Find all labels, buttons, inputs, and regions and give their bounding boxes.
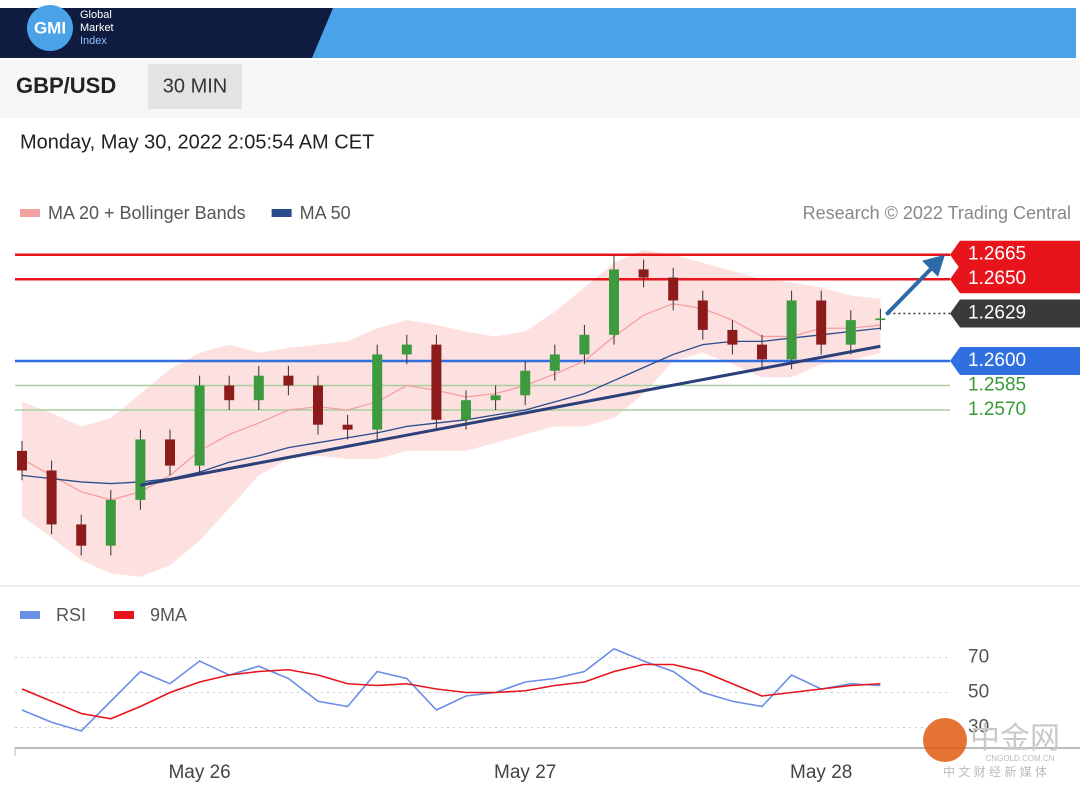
candle-body: [372, 354, 383, 430]
candle-body: [253, 375, 264, 401]
watermark: 中金网: [970, 722, 1060, 755]
watermark-domain: CNGOLD.COM.CN: [986, 754, 1055, 763]
bollinger-band: [22, 249, 881, 577]
y-tick-label: 30: [968, 717, 989, 738]
level-tag: [950, 240, 1080, 269]
ma-line: [21, 303, 881, 501]
candle-body: [490, 395, 501, 401]
candle-body: [520, 370, 531, 396]
x-tick-label: May 27: [494, 762, 556, 783]
candle-body: [283, 375, 294, 386]
candle-body: [875, 318, 886, 321]
candle-body: [165, 439, 175, 466]
symbol: GBP/USD: [16, 73, 116, 98]
candle-body: [816, 300, 827, 345]
legend-swatch: [20, 611, 40, 619]
level-label: 1.2570: [968, 399, 1026, 420]
candle-body: [845, 320, 856, 345]
level-tag: [950, 265, 1080, 294]
header-dark: [0, 8, 333, 58]
candle-body: [17, 450, 27, 471]
timeframe-button[interactable]: [148, 64, 242, 109]
candle-body: [46, 470, 57, 525]
legend-swatch: [20, 209, 40, 217]
watermark-logo: [923, 718, 967, 762]
candle-body: [105, 499, 116, 546]
plot: MA 20 + Bollinger Bands MA 50 Research © 2…: [14, 203, 1080, 783]
candle-body: [461, 400, 471, 420]
x-tick-label: May 26: [168, 762, 230, 783]
level-label: 1.2665: [968, 244, 1026, 265]
candle-body: [697, 300, 708, 330]
rsi-line: [21, 663, 881, 720]
brand-line: Market: [80, 22, 114, 34]
rsi-line: [21, 647, 881, 732]
legend-label: 9MA: [150, 605, 187, 625]
x-tick-label: May 28: [790, 762, 852, 783]
level-label: 1.2585: [968, 374, 1026, 395]
candle-body: [786, 300, 797, 360]
candle-body: [727, 329, 738, 345]
candle-body: [549, 354, 560, 371]
candle-body: [342, 424, 353, 430]
logo: [27, 5, 73, 51]
candle-body: [638, 269, 649, 278]
candle-body: [194, 385, 205, 466]
y-tick-label: 50: [968, 682, 989, 703]
logo-text: GMI: [34, 18, 66, 37]
candle-body: [224, 385, 235, 401]
candle-body: [757, 344, 767, 360]
y-tick-label: 70: [968, 647, 989, 668]
level-label: 1.2629: [968, 303, 1026, 324]
level-tag: [950, 299, 1080, 328]
brand-line: Index: [80, 35, 107, 47]
candle-body: [609, 269, 619, 335]
level-tag: [950, 346, 1080, 375]
watermark-tagline: 中 文 财 经 新 媒 体: [943, 764, 1047, 779]
legend-label: RSI: [56, 605, 86, 625]
legend-label: MA 20 + Bollinger Bands: [48, 203, 246, 223]
arrow-shaft: [884, 263, 937, 316]
level-label: 1.2600: [968, 350, 1026, 371]
level-label: 1.2650: [968, 268, 1026, 289]
candle-body: [668, 277, 679, 301]
candle-body: [76, 524, 87, 546]
timestamp: Monday, May 30, 2022 2:05:54 AM CET: [20, 131, 374, 153]
brand-line: Global: [80, 9, 112, 21]
trend-line: [140, 344, 881, 487]
candle-body: [401, 344, 412, 355]
candle-body: [431, 344, 442, 420]
legend-swatch: [114, 611, 135, 619]
legend-label: MA 50: [300, 203, 351, 223]
arrow-head: [922, 254, 945, 277]
legend-swatch: [271, 209, 292, 217]
candle-body: [313, 385, 323, 425]
candle-body: [135, 439, 146, 500]
candle-body: [579, 334, 590, 355]
credit: Research © 2022 Trading Central: [803, 203, 1071, 223]
timeframe[interactable]: 30 MIN: [163, 75, 227, 97]
